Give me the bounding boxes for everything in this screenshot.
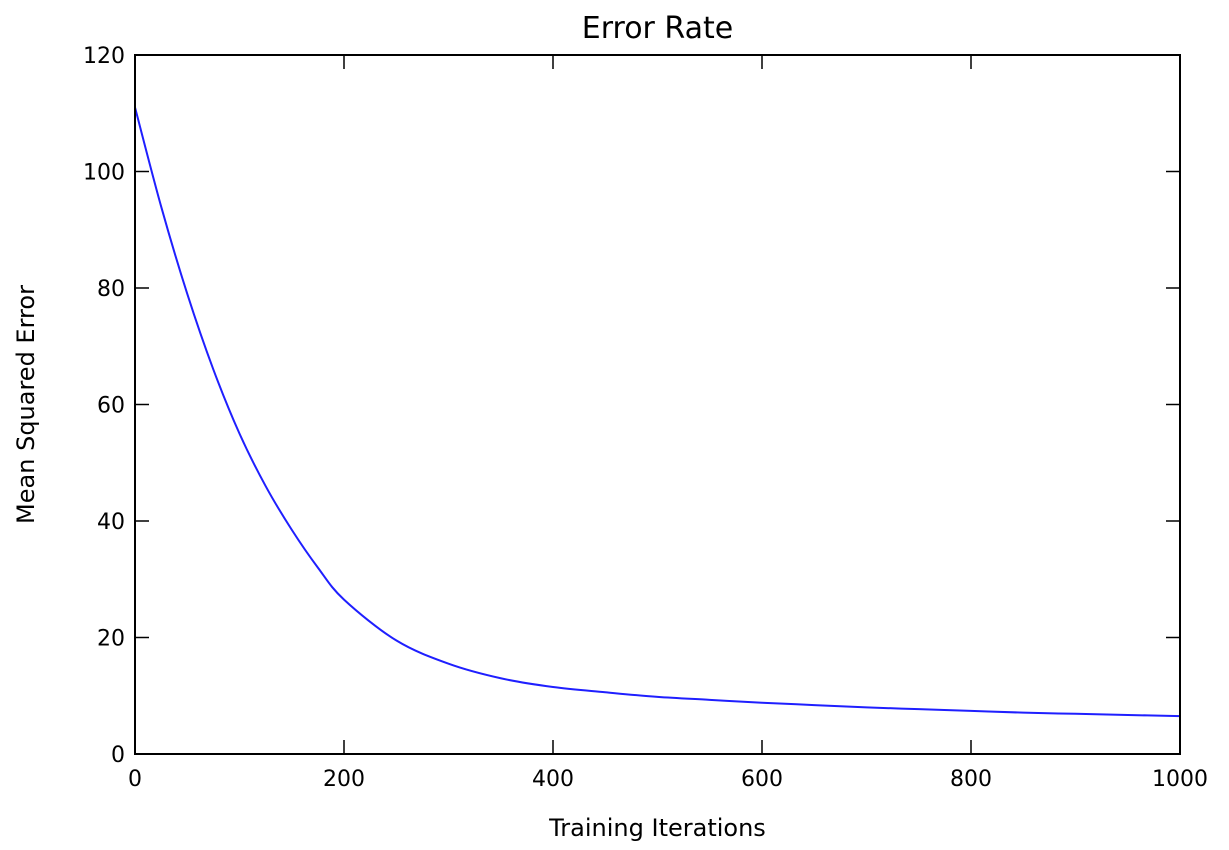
y-tick-label: 40 [97, 510, 125, 535]
y-tick-label: 120 [83, 44, 125, 69]
series-layer [134, 107, 1181, 718]
x-tick-label: 800 [950, 767, 992, 792]
y-tick-label: 100 [83, 161, 125, 186]
y-tick-label: 0 [111, 743, 125, 768]
y-tick-label: 20 [97, 627, 125, 652]
plot-frame [134, 54, 1181, 755]
x-tick-label: 0 [128, 767, 142, 792]
x-tick-label: 200 [323, 767, 365, 792]
x-tick-label: 600 [741, 767, 783, 792]
y-tick-label: 60 [97, 394, 125, 419]
chart-title: Error Rate [582, 11, 733, 46]
x-tick-label: 400 [532, 767, 574, 792]
x-tick-label: 1000 [1152, 767, 1208, 792]
ticks-layer: 0 200 400 600 800 1000 0 20 40 60 80 100 120 [83, 44, 1208, 792]
y-tick-label: 80 [97, 277, 125, 302]
series-line [134, 107, 1181, 718]
x-axis-title: Training Iterations [548, 814, 766, 842]
y-axis-title: Mean Squared Error [12, 285, 40, 524]
